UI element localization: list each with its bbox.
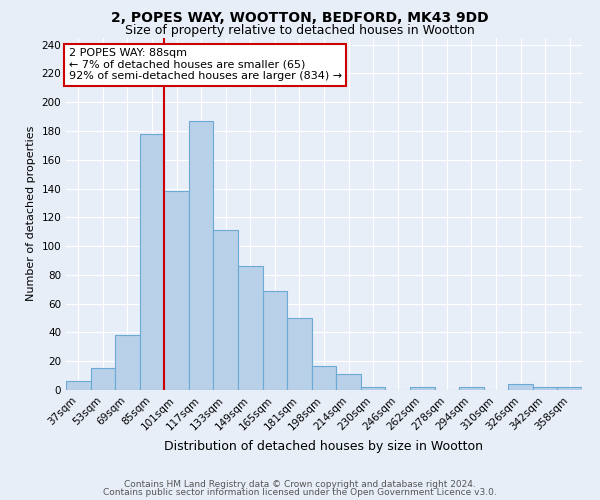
Text: 2 POPES WAY: 88sqm
← 7% of detached houses are smaller (65)
92% of semi-detached: 2 POPES WAY: 88sqm ← 7% of detached hous… (68, 48, 342, 82)
Bar (66, 382, 91, 390)
Bar (336, 374, 361, 390)
Text: Contains public sector information licensed under the Open Government Licence v3: Contains public sector information licen… (103, 488, 497, 497)
Bar (238, 266, 263, 390)
Bar (287, 318, 312, 390)
Bar (508, 384, 533, 390)
X-axis label: Distribution of detached houses by size in Wootton: Distribution of detached houses by size … (164, 440, 484, 453)
Text: Size of property relative to detached houses in Wootton: Size of property relative to detached ho… (125, 24, 475, 37)
Text: Contains HM Land Registry data © Crown copyright and database right 2024.: Contains HM Land Registry data © Crown c… (124, 480, 476, 489)
Bar (459, 387, 484, 390)
Bar (263, 290, 287, 390)
Bar (557, 387, 582, 390)
Bar (140, 134, 164, 390)
Bar (410, 387, 434, 390)
Bar (189, 121, 214, 390)
Bar (533, 387, 557, 390)
Bar (214, 230, 238, 390)
Bar (164, 192, 189, 390)
Y-axis label: Number of detached properties: Number of detached properties (26, 126, 36, 302)
Text: 2, POPES WAY, WOOTTON, BEDFORD, MK43 9DD: 2, POPES WAY, WOOTTON, BEDFORD, MK43 9DD (111, 11, 489, 25)
Bar (115, 336, 140, 390)
Bar (361, 387, 385, 390)
Bar (312, 366, 336, 390)
Bar (91, 368, 115, 390)
